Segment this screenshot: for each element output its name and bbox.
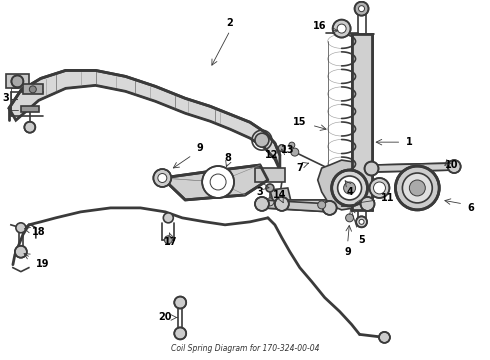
Text: 14: 14	[273, 190, 287, 200]
Text: 5: 5	[358, 235, 365, 245]
Text: 16: 16	[313, 21, 326, 31]
Circle shape	[266, 184, 274, 192]
Polygon shape	[270, 188, 292, 208]
Text: 6: 6	[468, 203, 474, 213]
Circle shape	[174, 328, 186, 339]
Polygon shape	[262, 200, 330, 212]
Text: 19: 19	[36, 259, 49, 269]
Circle shape	[255, 133, 269, 147]
Polygon shape	[318, 160, 369, 210]
Circle shape	[163, 213, 173, 223]
Circle shape	[369, 178, 390, 198]
Text: 8: 8	[224, 153, 231, 163]
Text: 4: 4	[346, 187, 353, 197]
Circle shape	[24, 122, 35, 133]
Circle shape	[275, 197, 289, 211]
Circle shape	[16, 223, 26, 233]
Circle shape	[379, 332, 390, 343]
Circle shape	[359, 6, 365, 12]
Circle shape	[318, 201, 326, 209]
Text: 18: 18	[32, 227, 46, 237]
Circle shape	[174, 297, 186, 309]
Circle shape	[356, 216, 367, 227]
Polygon shape	[162, 165, 268, 200]
Text: 20: 20	[159, 312, 172, 323]
Text: 7: 7	[296, 163, 303, 173]
Circle shape	[345, 214, 354, 222]
Text: 11: 11	[381, 193, 394, 203]
Polygon shape	[6, 75, 29, 88]
Circle shape	[164, 236, 172, 244]
Polygon shape	[255, 168, 285, 182]
Polygon shape	[23, 84, 43, 94]
Circle shape	[338, 176, 362, 200]
Circle shape	[278, 145, 285, 152]
Circle shape	[337, 24, 346, 33]
Circle shape	[333, 20, 350, 37]
Text: 9: 9	[344, 247, 351, 257]
Circle shape	[359, 219, 364, 224]
Text: 2: 2	[227, 18, 233, 28]
Circle shape	[202, 166, 234, 198]
Text: 15: 15	[293, 117, 307, 127]
Circle shape	[323, 201, 337, 215]
Circle shape	[409, 180, 425, 196]
Polygon shape	[352, 33, 371, 210]
Circle shape	[448, 160, 461, 173]
Circle shape	[355, 2, 368, 15]
Circle shape	[373, 182, 386, 194]
Polygon shape	[9, 71, 280, 170]
Text: 9: 9	[197, 143, 203, 153]
Circle shape	[343, 182, 356, 194]
Circle shape	[332, 170, 368, 206]
Text: 17: 17	[164, 237, 177, 247]
Circle shape	[365, 162, 378, 176]
Text: 1: 1	[406, 137, 413, 147]
Circle shape	[255, 197, 269, 211]
Polygon shape	[371, 163, 454, 172]
Text: 3: 3	[257, 187, 263, 197]
Circle shape	[291, 148, 299, 156]
Text: 3: 3	[2, 93, 9, 103]
Circle shape	[29, 86, 36, 93]
Circle shape	[11, 75, 24, 87]
Circle shape	[158, 174, 167, 183]
Circle shape	[402, 173, 432, 203]
Text: Coil Spring Diagram for 170-324-00-04: Coil Spring Diagram for 170-324-00-04	[171, 344, 319, 353]
Circle shape	[289, 142, 295, 148]
Circle shape	[153, 169, 172, 187]
Text: 13: 13	[281, 145, 294, 155]
Circle shape	[15, 246, 27, 258]
Circle shape	[361, 197, 374, 211]
Polygon shape	[282, 200, 368, 208]
Text: 10: 10	[444, 160, 458, 170]
Circle shape	[395, 166, 439, 210]
Text: 12: 12	[265, 150, 279, 160]
Polygon shape	[21, 106, 39, 112]
